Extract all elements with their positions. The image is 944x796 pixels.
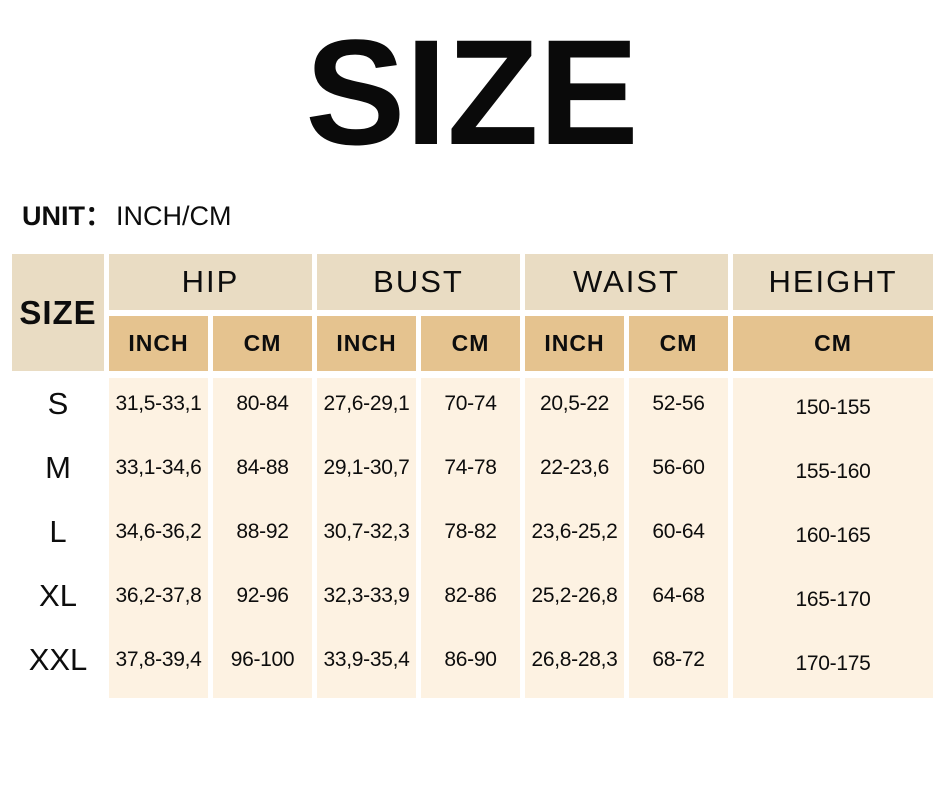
header-hip-cm: CM (213, 316, 312, 379)
page-title: SIZE (305, 8, 639, 176)
row-m-bust-inch: 29,1-30,7 (317, 442, 416, 507)
row-m-hip-inch: 33,1-34,6 (109, 442, 208, 507)
header-group-height: HEIGHT (733, 254, 933, 317)
row-m-bust-cm: 74-78 (421, 442, 520, 507)
row-s-bust-inch: 27,6-29,1 (317, 378, 416, 443)
row-l-waist-inch: 23,6-25,2 (525, 506, 624, 571)
row-l-hip-inch: 34,6-36,2 (109, 506, 208, 571)
row-xxl-hip-inch: 37,8-39,4 (109, 634, 208, 699)
size-chart-page: SIZE UNIT： INCH/CM SIZE HIP BUST WAIST HE… (0, 8, 944, 699)
row-s-size-label: S (47, 386, 69, 422)
row-m-height-cm: 155-160 (733, 442, 933, 507)
header-waist-inch: INCH (525, 316, 624, 379)
unit-line: UNIT： INCH/CM (22, 201, 944, 232)
row-m-waist-cm: 56-60 (629, 442, 728, 507)
row-xxl-size-label: XXL (28, 642, 88, 678)
row-xl-hip-inch: 36,2-37,8 (109, 570, 208, 635)
row-l-size-label: L (49, 514, 67, 550)
row-xl-size-label: XL (39, 578, 77, 614)
header-bust-inch: INCH (317, 316, 416, 379)
row-s-hip-cm: 80-84 (213, 378, 312, 443)
row-l-bust-cm: 78-82 (421, 506, 520, 571)
header-hip-inch: INCH (109, 316, 208, 379)
row-xxl-waist-inch: 26,8-28,3 (525, 634, 624, 699)
row-l-bust-inch: 30,7-32,3 (317, 506, 416, 571)
row-xxl-waist-cm: 68-72 (629, 634, 728, 699)
row-xl-waist-inch: 25,2-26,8 (525, 570, 624, 635)
header-group-waist: WAIST (525, 254, 728, 317)
row-l-hip-cm: 88-92 (213, 506, 312, 571)
header-waist-cm: CM (629, 316, 728, 379)
row-l-height-cm: 160-165 (733, 506, 933, 571)
unit-label: UNIT： (22, 201, 112, 231)
row-s-bust-cm: 70-74 (421, 378, 520, 443)
row-s-waist-inch: 20,5-22 (525, 378, 624, 443)
header-bust-cm: CM (421, 316, 520, 379)
row-m-size-label: M (45, 450, 71, 486)
row-xxl-bust-inch: 33,9-35,4 (317, 634, 416, 699)
row-xl-waist-cm: 64-68 (629, 570, 728, 635)
row-xxl-bust-cm: 86-90 (421, 634, 520, 699)
row-l-waist-cm: 60-64 (629, 506, 728, 571)
row-xl-bust-inch: 32,3-33,9 (317, 570, 416, 635)
header-group-bust: BUST (317, 254, 520, 317)
row-xxl-hip-cm: 96-100 (213, 634, 312, 699)
row-m-waist-inch: 22-23,6 (525, 442, 624, 507)
row-m-hip-cm: 84-88 (213, 442, 312, 507)
row-s-height-cm: 150-155 (733, 378, 933, 443)
header-height-cm: CM (733, 316, 933, 379)
size-table: SIZE HIP BUST WAIST HEIGHT INCH CM INCH … (12, 254, 944, 699)
row-xl-hip-cm: 92-96 (213, 570, 312, 635)
row-xxl-height-cm: 170-175 (733, 634, 933, 699)
row-xl-height-cm: 165-170 (733, 570, 933, 635)
header-size: SIZE (12, 254, 104, 379)
row-s-hip-inch: 31,5-33,1 (109, 378, 208, 443)
unit-value: INCH/CM (116, 201, 232, 231)
row-s-waist-cm: 52-56 (629, 378, 728, 443)
header-group-hip: HIP (109, 254, 312, 317)
row-xl-bust-cm: 82-86 (421, 570, 520, 635)
